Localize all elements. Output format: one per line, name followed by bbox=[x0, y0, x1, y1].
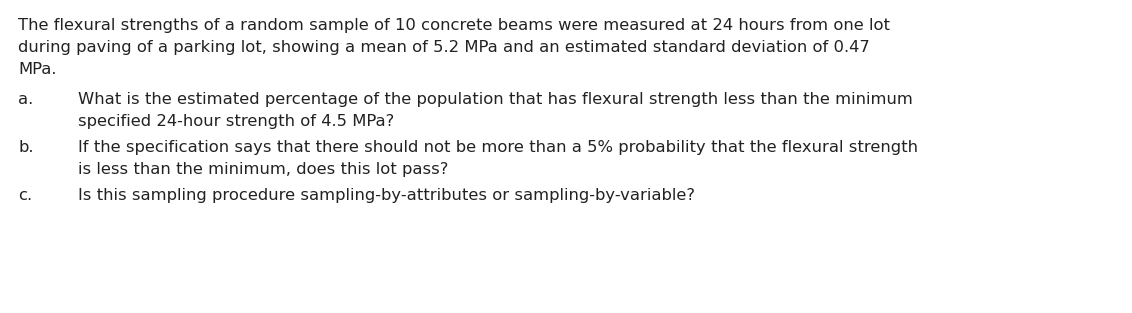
Text: What is the estimated percentage of the population that has flexural strength le: What is the estimated percentage of the … bbox=[78, 92, 912, 107]
Text: during paving of a parking lot, showing a mean of 5.2 MPa and an estimated stand: during paving of a parking lot, showing … bbox=[18, 40, 869, 55]
Text: If the specification says that there should not be more than a 5% probability th: If the specification says that there sho… bbox=[78, 140, 918, 155]
Text: c.: c. bbox=[18, 188, 32, 203]
Text: a.: a. bbox=[18, 92, 33, 107]
Text: Is this sampling procedure sampling-by-attributes or sampling-by-variable?: Is this sampling procedure sampling-by-a… bbox=[78, 188, 695, 203]
Text: is less than the minimum, does this lot pass?: is less than the minimum, does this lot … bbox=[78, 162, 448, 177]
Text: b.: b. bbox=[18, 140, 34, 155]
Text: The flexural strengths of a random sample of 10 concrete beams were measured at : The flexural strengths of a random sampl… bbox=[18, 18, 890, 33]
Text: MPa.: MPa. bbox=[18, 62, 57, 77]
Text: specified 24-hour strength of 4.5 MPa?: specified 24-hour strength of 4.5 MPa? bbox=[78, 114, 394, 129]
